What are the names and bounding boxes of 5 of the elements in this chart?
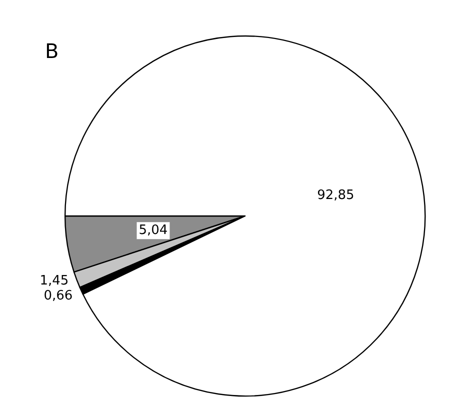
data-label: 1,45 bbox=[40, 274, 69, 289]
chart-title: B bbox=[45, 39, 59, 63]
data-label: 92,85 bbox=[317, 188, 354, 203]
data-label: 5,04 bbox=[138, 223, 168, 238]
data-label: 0,66 bbox=[44, 288, 73, 304]
